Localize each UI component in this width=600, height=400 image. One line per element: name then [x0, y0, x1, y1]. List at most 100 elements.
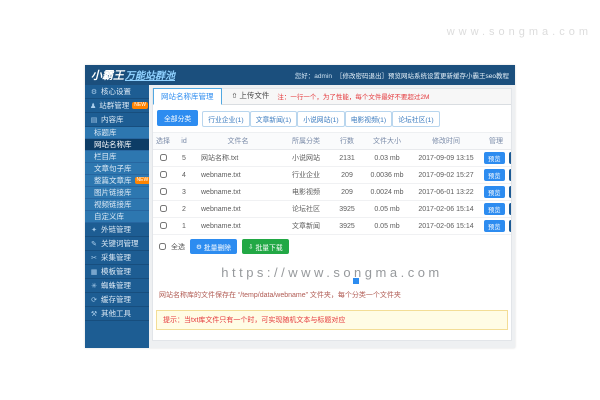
preview-button[interactable]: 预览: [484, 152, 505, 164]
site-group-icon: ♟: [90, 102, 97, 110]
column-header: 行数: [331, 133, 363, 150]
column-header: 选择: [153, 133, 173, 150]
sidebar-item-自定义库[interactable]: 自定义库: [85, 211, 149, 223]
table-body: 5 网站名称.txt 小说网站 2131 0.03 mb 2017-09-09 …: [153, 149, 511, 235]
sidebar-item-图片链接库[interactable]: 图片链接库: [85, 187, 149, 199]
cell-filename: webname.txt: [195, 217, 281, 235]
download-arrow-icon: ⇩: [248, 243, 254, 251]
download-button[interactable]: 下载: [508, 203, 511, 215]
header-link[interactable]: 退出］: [368, 73, 389, 80]
cell-modified: 2017-09-02 15:27: [411, 166, 481, 184]
row-checkbox[interactable]: [159, 154, 167, 162]
sidebar-item-核心设置[interactable]: ⚙ 核心设置: [85, 85, 149, 99]
filter-category-list: 行业企业(1) 文章新闻(1) 小说网站(1) 电影视频(1) 论坛社区(1): [202, 109, 440, 127]
top-header: 小霸王 万能站群池 您好：admin ［修改密码退出］预览网站系统设置更新缓存小…: [85, 65, 515, 85]
tab-webname-manage[interactable]: 网站名称库管理: [153, 88, 222, 105]
download-button[interactable]: 下载: [508, 186, 511, 198]
sidebar-item-label: 模板管理: [101, 267, 131, 276]
sidebar-item-外链管理[interactable]: ✦ 外链管理: [85, 223, 149, 237]
download-button[interactable]: 下载: [508, 169, 511, 181]
header-link[interactable]: 小霸王seo教程: [466, 73, 509, 80]
keywords-icon: ✎: [91, 240, 97, 248]
category-filter-bar: 全部分类 行业企业(1) 文章新闻(1) 小说网站(1) 电影视频(1) 论坛社区(1): [153, 105, 511, 133]
sidebar-item-label: 内容库: [101, 115, 124, 124]
cell-id: 1: [173, 217, 195, 235]
preview-button[interactable]: 预览: [484, 186, 505, 198]
table-row: 3 webname.txt 电影视频 209 0.0024 mb 2017-06…: [153, 183, 511, 201]
sidebar-filler: [85, 321, 149, 348]
cell-filename: webname.txt: [195, 183, 281, 201]
user-greeting: 您好：admin: [294, 73, 333, 80]
preview-button[interactable]: 预览: [484, 169, 505, 181]
preview-button[interactable]: 预览: [484, 220, 505, 232]
row-checkbox[interactable]: [159, 171, 167, 179]
sidebar-item-label: 网站名称库: [94, 140, 132, 149]
filter-all-button[interactable]: 全部分类: [157, 110, 199, 126]
filter-category-button[interactable]: 论坛社区(1): [392, 111, 440, 127]
sidebar-item-文章句子库[interactable]: 文章句子库: [85, 163, 149, 175]
sidebar-item-关键词管理[interactable]: ✎ 关键词管理: [85, 237, 149, 251]
sidebar-item-视频链接库[interactable]: 视频链接库: [85, 199, 149, 211]
gear-icon: ⚙: [90, 88, 98, 96]
batch-download-button[interactable]: ⇩ 批量下载: [242, 239, 289, 254]
filter-category-button[interactable]: 文章新闻(1): [249, 111, 298, 127]
row-checkbox[interactable]: [159, 205, 167, 213]
select-all-label: 全选: [171, 243, 185, 251]
row-checkbox[interactable]: [159, 188, 167, 196]
watermark-cursor-square: [353, 278, 360, 284]
batch-delete-button[interactable]: ⚙ 批量删除: [190, 239, 238, 254]
header-user-links: 您好：admin ［修改密码退出］预览网站系统设置更新缓存小霸王seo教程: [295, 70, 509, 80]
sidebar-item-label: 图片链接库: [94, 188, 132, 197]
cell-id: 4: [173, 166, 195, 184]
header-link[interactable]: 系统设置: [414, 73, 441, 80]
filter-category-button[interactable]: 小说网站(1): [297, 111, 345, 127]
table-header-row: 选择 id 文件名 所属分类 行数 文件大小 修改时间 管理: [153, 133, 511, 150]
sidebar-item-网站名称库[interactable]: 网站名称库: [85, 139, 149, 151]
sidebar-nav: ⚙ 核心设置 ♟ 站群管理 NEW ▤ 内容库 标题库 网站名称库 栏目库 文章…: [85, 85, 149, 348]
cell-filename: webname.txt: [195, 200, 281, 218]
cell-category: 行业企业: [281, 166, 331, 184]
download-button[interactable]: 下载: [508, 220, 511, 232]
sidebar-item-其他工具[interactable]: ⚒ 其他工具: [85, 307, 149, 321]
sidebar-item-站群管理[interactable]: ♟ 站群管理 NEW: [85, 99, 149, 113]
sidebar-item-label: 核心设置: [101, 87, 131, 96]
library-icon: ▤: [90, 116, 98, 124]
table-row: 2 webname.txt 论坛社区 3925 0.05 mb 2017-02-…: [153, 200, 511, 218]
sidebar-item-内容库[interactable]: ▤ 内容库: [85, 113, 149, 127]
sidebar-item-label: 自定义库: [94, 212, 124, 221]
sidebar-item-模板管理[interactable]: ▦ 模板管理: [85, 265, 149, 279]
filter-category-button[interactable]: 电影视频(1): [344, 111, 393, 127]
sidebar-item-整篇文章库[interactable]: 整篇文章库 NEW: [85, 175, 149, 187]
cell-modified: 2017-02-06 15:14: [411, 200, 481, 218]
cell-filesize: 0.0036 mb: [363, 166, 411, 184]
logo-text-main: 小霸王: [91, 70, 124, 82]
cell-linecount: 209: [331, 166, 363, 184]
header-link-list: ［修改密码退出］预览网站系统设置更新缓存小霸王seo教程: [336, 70, 509, 80]
sidebar-item-蜘蛛管理[interactable]: ✳ 蜘蛛管理: [85, 279, 149, 293]
sidebar-item-栏目库[interactable]: 栏目库: [85, 151, 149, 163]
collect-icon: ✂: [91, 254, 97, 262]
table-row: 1 webname.txt 文章新闻 3925 0.05 mb 2017-02-…: [153, 217, 511, 235]
sidebar-item-缓存管理[interactable]: ⟳ 缓存管理: [85, 293, 149, 307]
sidebar-item-采集管理[interactable]: ✂ 采集管理: [85, 251, 149, 265]
filter-category-button[interactable]: 行业企业(1): [202, 111, 250, 127]
cell-linecount: 3925: [331, 217, 363, 235]
sidebar-item-标题库[interactable]: 标题库: [85, 127, 149, 139]
header-link[interactable]: ［修改密码: [336, 73, 369, 80]
select-all-checkbox[interactable]: [159, 243, 166, 250]
header-link[interactable]: 预览网站: [388, 73, 415, 80]
cell-filesize: 0.03 mb: [363, 149, 411, 167]
preview-button[interactable]: 预览: [484, 203, 505, 215]
upload-label: 上传文件: [239, 91, 270, 100]
column-header: 修改时间: [411, 133, 481, 150]
row-checkbox[interactable]: [159, 222, 167, 230]
cell-category: 论坛社区: [281, 200, 331, 218]
main-panel: 网站名称库管理 ⇧ 上传文件 注：一行一个，为了性能，每个文件最好不要超过2M …: [152, 88, 512, 341]
download-button[interactable]: 下载: [508, 152, 511, 164]
watermark-top: www.songma.com: [446, 26, 592, 38]
batch-download-label: 批量下载: [255, 244, 283, 252]
sidebar-item-label: 其他工具: [101, 309, 131, 318]
header-link[interactable]: 更新缓存: [440, 73, 467, 80]
upload-file-button[interactable]: ⇧ 上传文件: [232, 90, 270, 101]
sidebar-item-label: 标题库: [94, 128, 117, 137]
